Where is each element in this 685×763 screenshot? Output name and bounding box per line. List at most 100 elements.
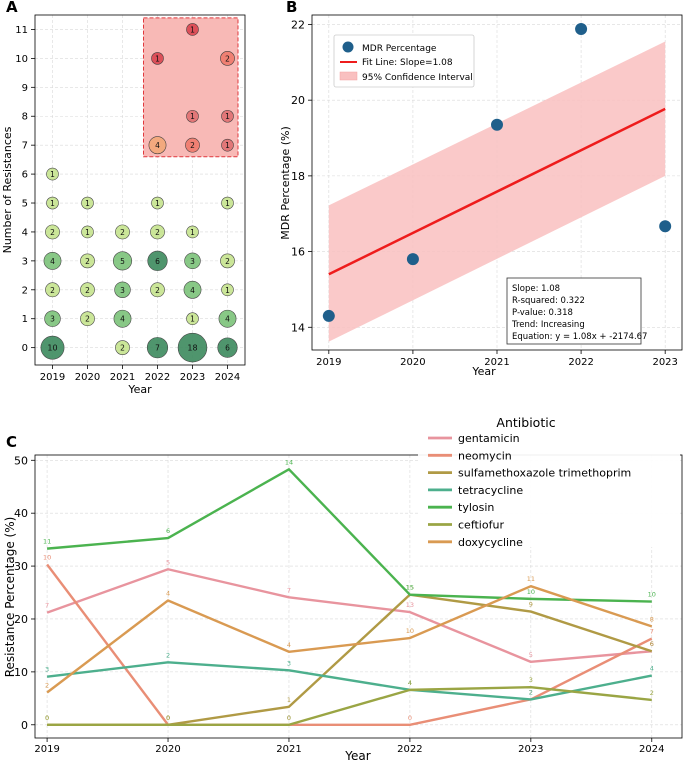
legend-label-neomycin: neomycin [458,449,512,462]
panel-a-ytick-label: 6 [22,170,28,181]
panel-a-bubble-count: 2 [225,257,230,266]
series-point-label: 4 [650,665,654,673]
panel-b-xtick-label: 2021 [484,357,509,368]
legend-label-tylosin: tylosin [458,501,494,514]
panel-a-bubble-count: 1 [190,112,195,121]
stats-p-value: P-value: 0.318 [512,308,573,318]
series-point-label: 5 [166,558,170,566]
panel-a-xlabel: Year [127,383,152,396]
series-point-label: 7 [650,628,654,636]
series-line-tetracycline [46,661,652,701]
series-point-label: 2 [45,682,49,690]
panel-a-bubble-count: 2 [50,228,55,237]
panel-a-ytick-label: 8 [22,112,28,123]
series-point-label: 4 [408,679,412,687]
panel-a-bubble-count: 1 [50,199,55,208]
panel-a-xtick-label: 2019 [40,372,65,383]
panel-c-ytick-label: 50 [14,454,28,467]
panel-a-bubble-count: 1 [155,199,160,208]
panel-b-xtick-label: 2020 [400,357,425,368]
panel-a-y-ticks: 0 1 2 3 4 5 6 7 8 9 10 11 [15,25,35,354]
panel-a-bubble-count: 1 [190,25,195,34]
panel-a-bubble-count: 1 [225,112,230,121]
panel-a-grid [35,15,245,365]
panel-a-bubble-count: 2 [85,286,90,295]
panel-a-bubble [115,224,130,240]
series-point-label: 0 [287,714,291,722]
panel-a-xtick-label: 2024 [215,372,240,383]
panel-a-bubbles: 10 3 2 4 2 1 1 2 2 2 1 1 2 4 3 5 2 7 2 6 2 1 4 1 18 1 4 3 1 2 1 1 6 4 1 2 1 1… [40,23,238,363]
panel-a-bubble [217,337,238,358]
series-point-label: 5 [529,651,533,659]
panel-b-ytick-label: 18 [291,170,305,183]
series-point-label: 4 [408,679,412,687]
panel-a-label: A [6,0,18,16]
panel-a-bubble [113,309,132,328]
series-point-label: 6 [650,640,654,648]
panel-c-legend-box [418,430,680,547]
panel-c-xtick-label: 2020 [155,744,180,755]
panel-a-bubble-count: 1 [85,228,90,237]
panel-a-bubble [80,311,95,327]
panel-c-ytick-label: 20 [14,613,28,626]
stats-r-squared: R-squared: 0.322 [512,296,585,306]
legend-title: Antibiotic [496,415,555,430]
panel-a-bubble [221,196,234,210]
panel-a-xtick-label: 2022 [145,372,170,383]
series-point-label: 2 [166,651,170,659]
panel-a-x-ticks: 2019 2020 2021 2022 2023 2024 [40,365,240,383]
panel-a-bubble [46,167,59,181]
panel-a-bubble-count: 10 [47,344,57,353]
series-point-label: 0 [45,714,49,722]
panel-a-bubble [112,251,133,271]
panel-b-legend-box [333,34,475,88]
legend-mdr-label: MDR Percentage [362,44,437,54]
series-point-label: 0 [45,714,49,722]
panel-a-xtick-label: 2020 [75,372,100,383]
panel-a-bubble [186,225,199,239]
panel-a-bubble [147,250,168,271]
panel-a-ytick-label: 2 [22,285,28,296]
panel-a-ytick-label: 11 [15,25,28,36]
panel-a-bubble-count: 3 [190,257,195,266]
panel-c-frame [34,454,683,739]
panel-a-bubble [221,283,234,297]
panel-a-xtick-label: 2021 [110,372,135,383]
panel-c-legend-entries: gentamicin neomycin sulfamethoxazole trime… [428,432,631,549]
series-point-label: 0 [166,714,170,722]
panel-b-xlabel: Year [471,365,496,378]
series-line-ceftiofur [47,686,652,726]
panel-b-mdr-point [406,253,419,266]
panel-a-ytick-label: 7 [22,141,28,152]
panel-a-bubble-count: 3 [50,315,55,324]
series-point-label: 0 [408,714,412,722]
series-point-label: 14 [285,458,293,466]
panel-c-ylabel: Resistance Percentage (%) [3,517,17,678]
series-point-label: 2 [529,688,533,696]
panel-c-xlabel: Year [344,749,370,763]
stats-box [506,277,642,345]
panel-c-ytick-label: 0 [21,719,28,732]
panel-a-frame [34,14,246,366]
legend-mdr-marker [342,41,354,53]
panel-a-ytick-label: 3 [22,256,28,267]
series-point-label: 10 [406,627,414,635]
panel-a-bubble [186,109,199,123]
panel-a-bubble [115,340,130,356]
panel-a-bubble-count: 2 [85,315,90,324]
panel-a-bubble-count: 7 [155,344,160,353]
series-point-label: 2 [650,689,654,697]
legend-ci-label: 95% Confidence Interval [362,73,473,83]
panel-c-xtick-label: 2021 [276,744,301,755]
legend-fit-label: Fit Line: Slope=1.08 [362,58,453,68]
series-point-label: 15 [406,584,414,592]
series-point-label: 0 [166,714,170,722]
panel-a-bubble [46,196,59,210]
series-point-label: 11 [43,538,51,546]
series-point-label: 1 [287,696,291,704]
series-point-label: 7 [287,586,291,594]
panel-c-xtick-label: 2022 [397,744,422,755]
panel-a-bubble [81,225,94,239]
